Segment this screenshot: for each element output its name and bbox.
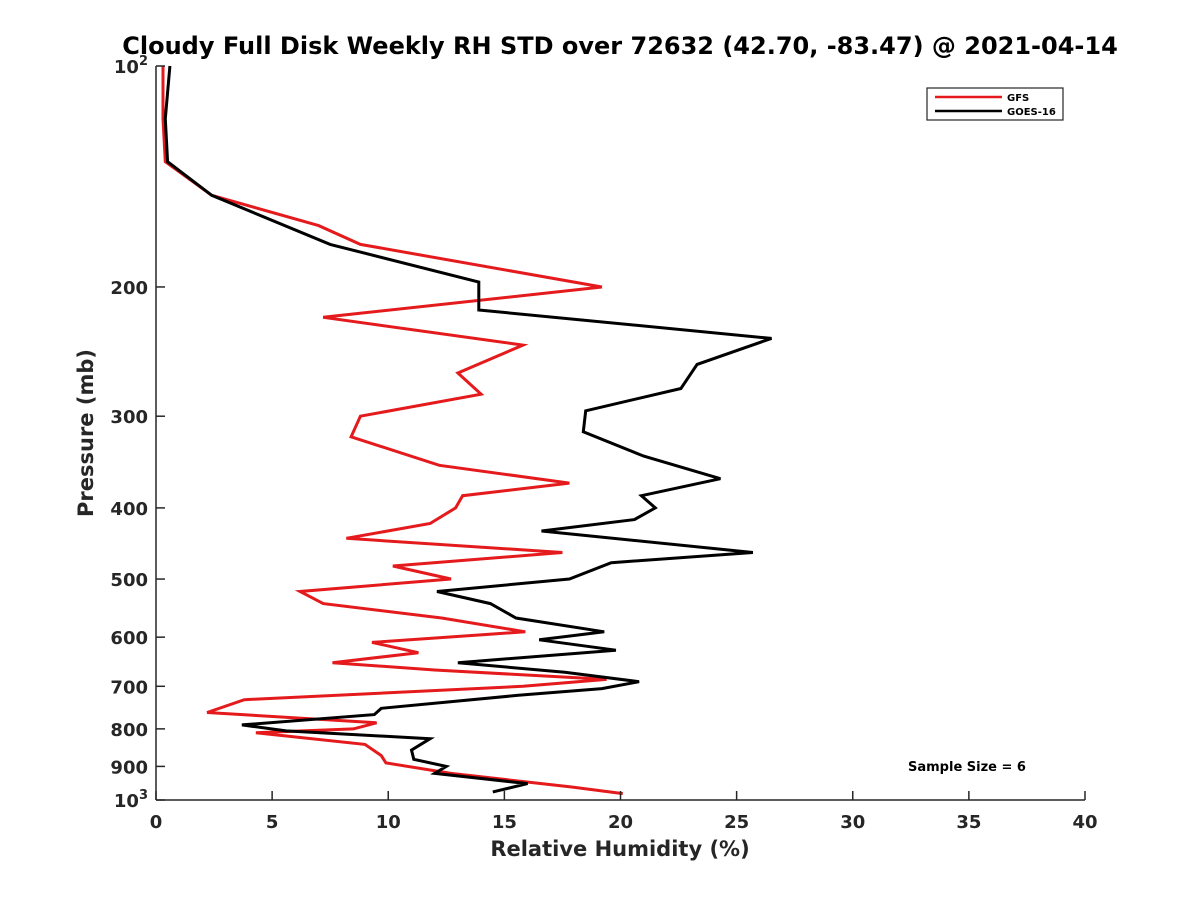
y-tick-label: 800 bbox=[110, 720, 148, 741]
y-tick-label: 103 bbox=[114, 788, 148, 812]
series-line-gfs bbox=[161, 66, 623, 796]
x-tick-label: 20 bbox=[608, 812, 633, 833]
y-ticks: 102 200 300 400 500 600 700 800 900 103 bbox=[110, 54, 165, 812]
sample-size-annotation: Sample Size = 6 bbox=[908, 760, 1026, 775]
y-tick-label: 500 bbox=[110, 570, 148, 591]
x-tick-label: 30 bbox=[840, 812, 865, 833]
legend-box bbox=[926, 87, 1064, 121]
x-tick-label: 15 bbox=[492, 812, 517, 833]
legend-label-goes16: GOES-16 bbox=[1007, 107, 1056, 118]
x-ticks: 0 5 10 15 20 25 30 35 40 bbox=[150, 791, 1098, 833]
x-tick-label: 0 bbox=[150, 812, 163, 833]
y-tick-label: 200 bbox=[110, 278, 148, 299]
series-layer bbox=[161, 65, 772, 796]
x-tick-label: 5 bbox=[266, 812, 279, 833]
x-axis-label: Relative Humidity (%) bbox=[490, 837, 749, 861]
x-tick-label: 40 bbox=[1072, 812, 1097, 833]
y-tick-label: 900 bbox=[110, 757, 148, 778]
y-tick-label: 700 bbox=[110, 677, 148, 698]
series-line-goes16 bbox=[163, 65, 772, 794]
chart-title: Cloudy Full Disk Weekly RH STD over 7263… bbox=[122, 32, 1118, 60]
y-tick-label: 600 bbox=[110, 628, 148, 649]
plot-area: 0 5 10 15 20 25 30 35 40 102 200 300 400 500 600 700 80… bbox=[110, 54, 1097, 833]
y-tick-label: 300 bbox=[110, 407, 148, 428]
y-axis-label: Pressure (mb) bbox=[74, 349, 98, 517]
y-tick-label: 400 bbox=[110, 499, 148, 520]
x-tick-label: 25 bbox=[724, 812, 749, 833]
y-tick-label: 102 bbox=[114, 54, 148, 78]
x-tick-label: 35 bbox=[956, 812, 981, 833]
legend-label-gfs: GFS bbox=[1007, 93, 1029, 104]
x-tick-label: 10 bbox=[376, 812, 401, 833]
legend: GFS GOES-16 bbox=[926, 87, 1064, 121]
